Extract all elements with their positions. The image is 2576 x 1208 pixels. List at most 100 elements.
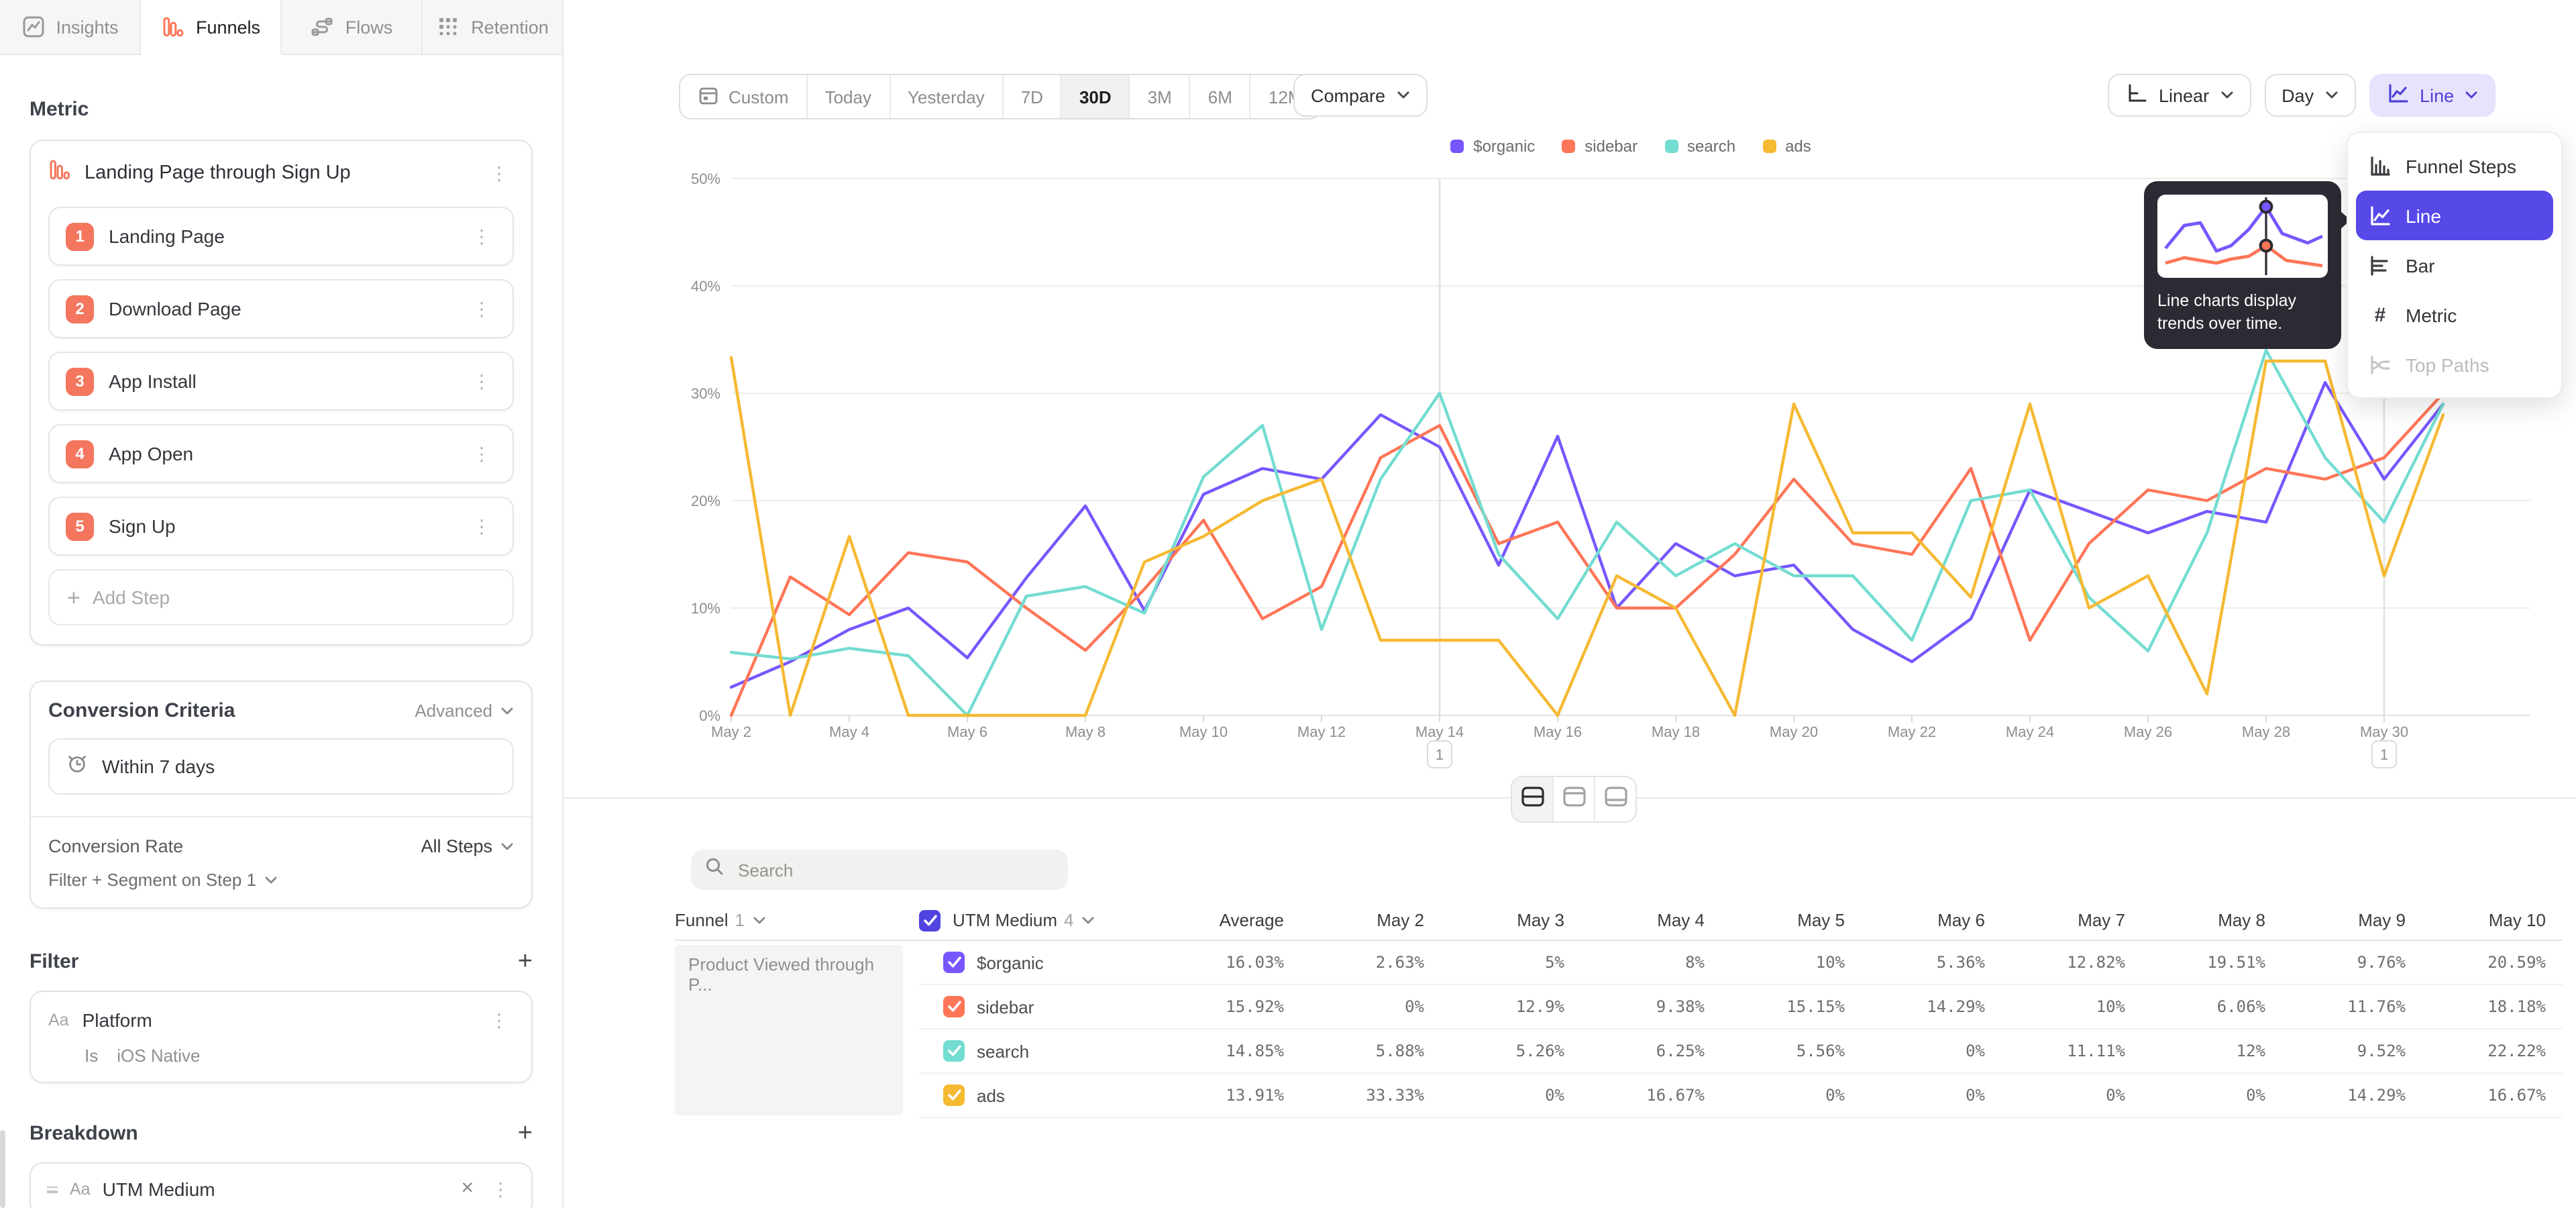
conversion-window-button[interactable]: Within 7 days xyxy=(48,738,514,795)
filter-segment-toggle[interactable]: Filter + Segment on Step 1 xyxy=(48,870,514,890)
app-root: Insights Funnels FlowsRetention Metric Lan… xyxy=(0,0,2576,1208)
value-cell: 11.11% xyxy=(2001,1029,2141,1074)
funnel-column-header[interactable]: Funnel1 xyxy=(675,901,919,941)
funnel-step[interactable]: 1Landing Page⋮ xyxy=(48,207,514,266)
value-cell: 12.9% xyxy=(1440,985,1580,1029)
add-breakdown-button[interactable]: + xyxy=(518,1121,533,1146)
value-cell: 10% xyxy=(2001,985,2141,1029)
funnels-icon xyxy=(161,15,185,39)
breakdown-card[interactable]: Aa UTM Medium × ⋮ xyxy=(30,1162,533,1208)
value-cell: 6.06% xyxy=(2141,985,2282,1029)
x-axis-label: May 22 xyxy=(1888,723,1936,740)
tab-funnels[interactable]: Funnels xyxy=(141,0,282,54)
date-column-header[interactable]: May 4 xyxy=(1580,901,1721,941)
x-axis-label: May 28 xyxy=(2242,723,2290,740)
value-cell: 22.22% xyxy=(2422,1029,2562,1074)
table-view-button[interactable] xyxy=(1594,777,1635,821)
search-input[interactable] xyxy=(735,858,1055,881)
tab-label: Funnels xyxy=(196,17,260,37)
metric-card-header[interactable]: Landing Page through Sign Up ⋮ xyxy=(48,158,514,188)
breakdown-column-header[interactable]: UTM Medium4 xyxy=(919,901,1161,941)
kebab-icon[interactable]: ⋮ xyxy=(484,161,514,185)
value-cell: 11.76% xyxy=(2282,985,2422,1029)
menu-item-funnel-steps[interactable]: Funnel Steps xyxy=(2356,141,2553,191)
advanced-toggle[interactable]: Advanced xyxy=(415,701,514,721)
date-column-header[interactable]: May 6 xyxy=(1861,901,2001,941)
average-label: Average xyxy=(1220,910,1284,930)
flows-icon xyxy=(311,15,335,39)
kebab-icon[interactable]: ⋮ xyxy=(484,1008,514,1032)
x-axis-label: May 14 xyxy=(1415,723,1464,740)
funnel-step[interactable]: 3App Install⋮ xyxy=(48,352,514,411)
funnel-step[interactable]: 4App Open⋮ xyxy=(48,424,514,483)
date-column-header[interactable]: May 7 xyxy=(2001,901,2141,941)
menu-item-metric[interactable]: # Metric xyxy=(2356,290,2553,340)
filter-card[interactable]: Aa Platform ⋮ Is iOS Native xyxy=(30,991,533,1083)
kebab-icon[interactable]: ⋮ xyxy=(467,514,496,538)
date-column-header[interactable]: May 10 xyxy=(2422,901,2562,941)
conversion-rate-selector[interactable]: All Steps xyxy=(421,836,514,856)
table-row-series[interactable]: sidebar xyxy=(919,985,1161,1029)
sidebar-scrollbar-thumb[interactable] xyxy=(0,1130,5,1208)
chart-view-button[interactable] xyxy=(1552,777,1594,821)
kebab-icon[interactable]: ⋮ xyxy=(467,442,496,466)
series-checkbox[interactable] xyxy=(943,996,965,1017)
tab-retention[interactable]: Retention xyxy=(423,0,562,54)
conversion-rate-value: All Steps xyxy=(421,836,492,856)
close-icon[interactable]: × xyxy=(461,1178,474,1200)
series-checkbox[interactable] xyxy=(943,952,965,973)
funnel-steps-list: 1Landing Page⋮ 2Download Page⋮ 3App Instal… xyxy=(48,207,514,556)
line-series-ads xyxy=(731,358,2443,715)
aa-type-icon: Aa xyxy=(70,1180,91,1199)
filter-value[interactable]: iOS Native xyxy=(117,1046,200,1066)
funnel-step[interactable]: 2Download Page⋮ xyxy=(48,279,514,338)
search-icon xyxy=(704,856,724,883)
table-row-series[interactable]: ads xyxy=(919,1074,1161,1118)
average-value-cell: 15.92% xyxy=(1161,985,1300,1029)
date-column-header[interactable]: May 8 xyxy=(2141,901,2282,941)
menu-item-top-paths: Top Paths xyxy=(2356,340,2553,389)
table-row-series[interactable]: search xyxy=(919,1029,1161,1074)
tab-insights[interactable]: Insights xyxy=(0,0,141,54)
add-filter-button[interactable]: + xyxy=(518,949,533,974)
drag-handle-icon[interactable] xyxy=(47,1186,58,1193)
tab-flows[interactable]: Flows xyxy=(282,0,423,54)
split-view-icon xyxy=(1521,786,1544,813)
date-column-header[interactable]: May 3 xyxy=(1440,901,1580,941)
value-cell: 9.38% xyxy=(1580,985,1721,1029)
sidebar-content: Metric Landing Page through Sign Up ⋮ 1L… xyxy=(0,98,562,1208)
date-column-header[interactable]: May 5 xyxy=(1721,901,1861,941)
breakdown-col-label: UTM Medium xyxy=(953,910,1057,930)
menu-item-bar[interactable]: Bar xyxy=(2356,240,2553,290)
tab-label: Insights xyxy=(56,17,118,37)
value-cell: 10% xyxy=(1721,941,1861,985)
funnel-step[interactable]: 5Sign Up⋮ xyxy=(48,497,514,556)
kebab-icon[interactable]: ⋮ xyxy=(486,1177,515,1201)
chevron-down-icon xyxy=(264,874,278,885)
kebab-icon[interactable]: ⋮ xyxy=(467,369,496,393)
plus-icon: + xyxy=(67,586,80,609)
kebab-icon[interactable]: ⋮ xyxy=(467,297,496,321)
date-column-header[interactable]: May 2 xyxy=(1300,901,1440,941)
filter-operator[interactable]: Is xyxy=(85,1046,98,1066)
line-chart[interactable]: 0%10%20%30%40%50%May 2May 4May 6May 8May… xyxy=(564,0,2576,797)
menu-item-line[interactable]: Line xyxy=(2356,191,2553,240)
funnel-group-cell[interactable]: Product Viewed through P... xyxy=(675,945,903,1115)
metric-icon: # xyxy=(2368,303,2392,327)
kebab-icon[interactable]: ⋮ xyxy=(467,224,496,248)
value-cell: 0% xyxy=(2141,1074,2282,1118)
average-column-header[interactable]: Average xyxy=(1161,901,1300,941)
series-checkbox[interactable] xyxy=(943,1085,965,1106)
split-view-button[interactable] xyxy=(1512,777,1552,821)
series-checkbox[interactable] xyxy=(943,1040,965,1062)
metric-heading: Metric xyxy=(30,98,533,121)
insights-icon xyxy=(21,15,45,39)
menu-item-label: Metric xyxy=(2406,304,2457,325)
conversion-criteria-card: Conversion Criteria Advanced Within 7 da… xyxy=(30,681,533,909)
select-all-checkbox[interactable] xyxy=(919,909,941,931)
add-step-button[interactable]: + Add Step xyxy=(48,569,514,625)
date-column-header[interactable]: May 9 xyxy=(2282,901,2422,941)
table-row-series[interactable]: $organic xyxy=(919,941,1161,985)
breakdown-heading: Breakdown xyxy=(30,1122,138,1145)
x-axis-label: May 26 xyxy=(2124,723,2172,740)
